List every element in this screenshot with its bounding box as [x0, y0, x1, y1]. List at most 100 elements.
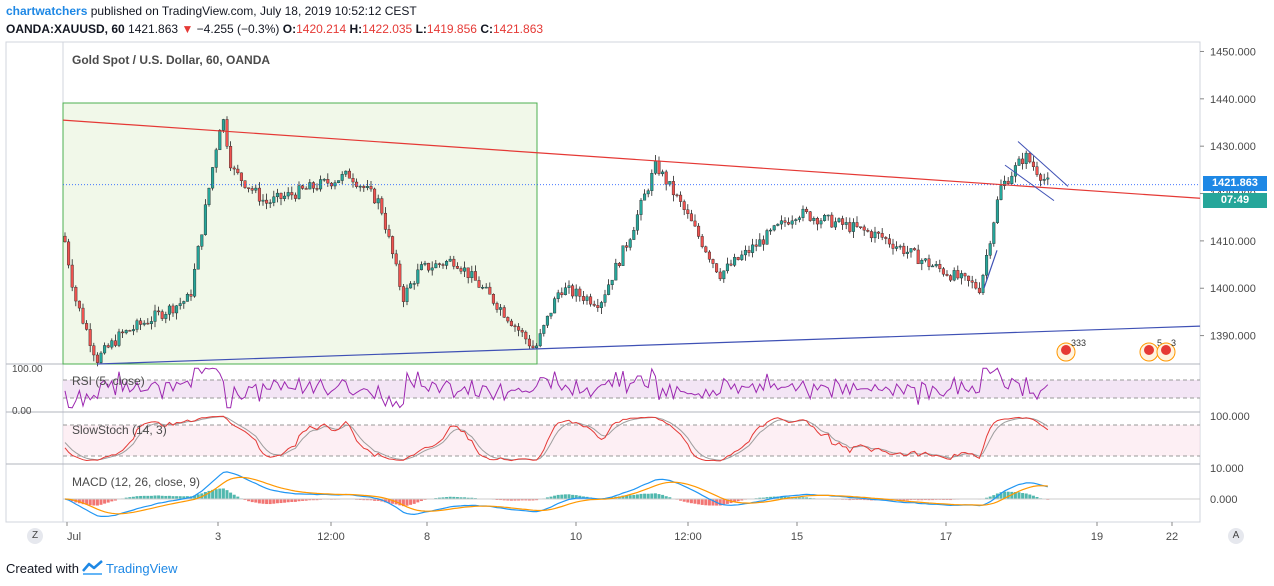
candle-body: [347, 170, 351, 179]
pattern-box[interactable]: [62, 102, 538, 365]
bar-countdown-tag: 07:49: [1203, 193, 1267, 208]
price-change: −4.255 (−0.3%): [196, 22, 280, 36]
candle-body: [697, 225, 701, 237]
candle-body: [243, 180, 247, 188]
candle-body: [628, 239, 632, 248]
candle-body: [221, 119, 225, 131]
macd-histogram-bar: [682, 499, 686, 502]
macd-histogram-bar: [783, 496, 787, 499]
candle-body: [488, 286, 492, 295]
candle-body: [225, 119, 229, 147]
macd-histogram-bar: [898, 499, 902, 501]
candle-body: [286, 192, 290, 197]
macd-line: [64, 471, 1048, 517]
candle-body: [301, 185, 305, 189]
candle-body: [445, 261, 449, 266]
macd-histogram-bar: [697, 499, 701, 505]
candle-body: [135, 320, 139, 330]
candle-body: [1031, 161, 1035, 167]
time-tick-label: 19: [1091, 531, 1103, 543]
candle-body: [837, 218, 841, 222]
candle-body: [761, 239, 765, 245]
candle-body: [927, 258, 931, 267]
macd-histogram-bar: [632, 494, 636, 499]
macd-histogram-bar: [419, 499, 423, 502]
macd-histogram-bar: [272, 499, 276, 504]
tradingview-link[interactable]: TradingView: [106, 561, 178, 576]
macd-histogram-bar: [679, 499, 683, 501]
macd-histogram-bar: [797, 497, 801, 499]
candle-body: [578, 288, 582, 297]
price-tick-label: 1450.000: [1210, 46, 1256, 58]
tradingview-logo-icon: [82, 560, 103, 575]
candle-body: [466, 267, 470, 279]
candle-body: [938, 264, 942, 269]
candle-body: [610, 279, 614, 286]
candle-body: [380, 198, 384, 214]
candle-body: [571, 285, 575, 297]
candle-body: [293, 194, 297, 199]
author-link[interactable]: chartwatchers: [6, 4, 88, 18]
candle-body: [257, 187, 261, 202]
macd-histogram-bar: [391, 499, 395, 504]
macd-histogram-bar: [916, 499, 920, 501]
macd-histogram-bar: [139, 495, 143, 499]
macd-histogram-bar: [635, 494, 639, 499]
candle-body: [700, 236, 704, 247]
candle-body: [149, 321, 153, 324]
macd-histogram-bar: [232, 494, 236, 499]
candle-body: [499, 307, 503, 310]
macd-histogram-bar: [653, 493, 657, 499]
event-badge-2[interactable]: 5: [1139, 338, 1162, 362]
macd-histogram-bar: [409, 499, 413, 505]
candle-body: [815, 218, 819, 225]
candle-body: [592, 303, 596, 306]
macd-histogram-bar: [711, 499, 715, 506]
macd-histogram-bar: [283, 499, 287, 503]
candle-body: [409, 283, 413, 289]
macd-histogram-bar: [920, 499, 924, 501]
candle-body: [167, 305, 171, 315]
event-badge-3[interactable]: 3: [1156, 338, 1176, 362]
candle-body: [535, 345, 539, 349]
candle-body: [99, 352, 103, 363]
candle-body: [117, 331, 121, 346]
macd-histogram-bar: [405, 499, 409, 506]
candle-body: [542, 325, 546, 334]
event-badge-count-a: 5: [1157, 338, 1162, 348]
chart-canvas[interactable]: 1450.0001440.0001430.0001420.0001410.000…: [0, 0, 1274, 553]
macd-histogram-bar: [383, 499, 387, 503]
auto-scale-button[interactable]: A: [1228, 528, 1244, 544]
candle-body: [776, 223, 780, 226]
candle-body: [909, 248, 913, 253]
macd-histogram-bar: [862, 499, 866, 501]
candle-body: [1010, 175, 1014, 184]
candle-body: [769, 229, 773, 232]
candle-body: [416, 269, 420, 284]
candle-body: [437, 263, 441, 265]
macd-histogram-bar: [113, 499, 117, 501]
rsi-line: [64, 367, 1049, 409]
candle-body: [290, 192, 294, 196]
macd-histogram-bar: [301, 499, 305, 501]
time-tick-label: 12:00: [674, 531, 702, 543]
candle-body: [1046, 177, 1050, 180]
candle-body: [131, 329, 135, 332]
candle-body: [913, 248, 917, 251]
macd-pane: [63, 471, 1200, 517]
macd-histogram-bar: [499, 499, 503, 501]
candle-body: [448, 258, 452, 262]
candle-body: [455, 266, 459, 269]
candle-body: [851, 222, 855, 232]
macd-histogram-bar: [167, 495, 171, 499]
event-badge-1[interactable]: 333: [1056, 338, 1086, 362]
candle-body: [758, 239, 762, 247]
macd-histogram-bar: [247, 499, 251, 502]
candle-body: [128, 330, 132, 332]
macd-histogram-bar: [254, 499, 258, 503]
candle-body: [337, 180, 341, 183]
candles-group: [63, 116, 1200, 367]
zoom-reset-button[interactable]: Z: [27, 528, 43, 544]
candle-body: [189, 294, 193, 297]
macd-histogram-bar: [416, 499, 420, 503]
